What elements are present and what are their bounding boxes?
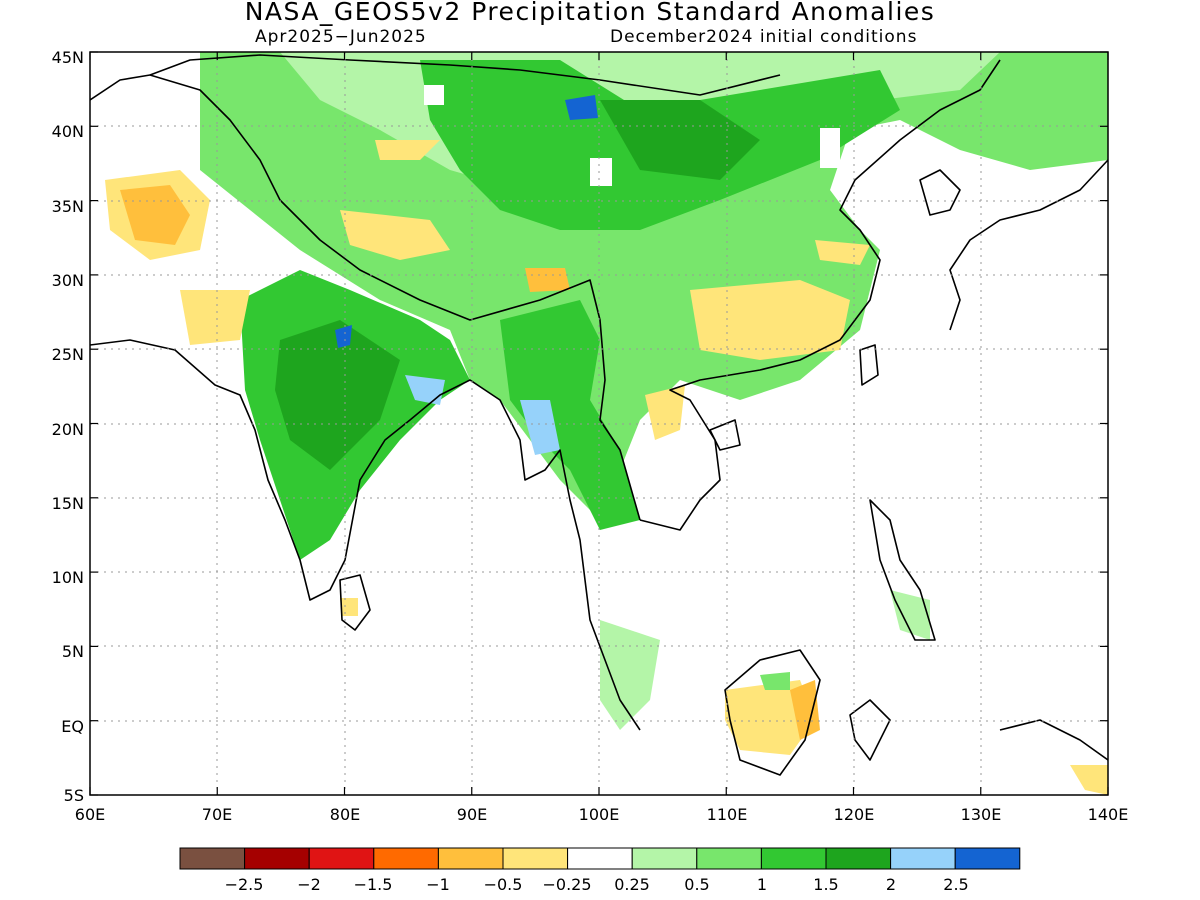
legend-swatch bbox=[373, 847, 439, 870]
lat-label: 20N bbox=[52, 420, 84, 439]
legend-labels: −2.5 −2 −1.5 −1 −0.5 −0.25 0.25 0.5 1 1.… bbox=[225, 875, 969, 894]
lon-label: 130E bbox=[961, 805, 1002, 824]
legend-swatch bbox=[308, 847, 375, 870]
initial-conditions: December2024 initial conditions bbox=[610, 27, 918, 47]
lon-label: 120E bbox=[834, 805, 875, 824]
legend-swatch bbox=[825, 847, 892, 870]
lon-label: 70E bbox=[202, 805, 232, 824]
lon-label: 80E bbox=[330, 805, 360, 824]
legend-label: 1.5 bbox=[813, 875, 838, 894]
legend-label: 2 bbox=[886, 875, 896, 894]
legend-label: −1 bbox=[426, 875, 450, 894]
lon-label: 100E bbox=[579, 805, 620, 824]
legend-label: −2.5 bbox=[225, 875, 264, 894]
legend-label: −0.25 bbox=[542, 875, 591, 894]
legend-label: 0.25 bbox=[614, 875, 650, 894]
legend-label: 0.5 bbox=[684, 875, 709, 894]
lon-label: 90E bbox=[457, 805, 487, 824]
latitude-labels: 45N 40N 35N 30N 25N 20N 15N 10N 5N EQ 5S bbox=[52, 48, 84, 805]
legend-label: 1 bbox=[757, 875, 767, 894]
legend-swatch bbox=[244, 847, 310, 870]
legend-label: −2 bbox=[297, 875, 321, 894]
legend-swatch bbox=[179, 847, 246, 870]
legend-swatch bbox=[502, 847, 569, 870]
gridlines bbox=[90, 52, 1108, 795]
color-legend bbox=[179, 847, 1021, 870]
lat-label: 5N bbox=[62, 642, 84, 661]
lat-label: 45N bbox=[52, 48, 84, 67]
anomaly-field bbox=[105, 52, 1108, 795]
lon-label: 60E bbox=[75, 805, 105, 824]
lat-label: 35N bbox=[52, 197, 84, 216]
lat-label: 10N bbox=[52, 568, 84, 587]
forecast-period: Apr2025−Jun2025 bbox=[255, 27, 427, 47]
legend-swatch bbox=[890, 847, 956, 870]
legend-swatch bbox=[437, 847, 504, 870]
legend-swatch bbox=[954, 847, 1021, 870]
legend-label: −0.5 bbox=[484, 875, 523, 894]
legend-label: 2.5 bbox=[943, 875, 968, 894]
axis-ticks bbox=[89, 51, 1109, 796]
lat-label: 5S bbox=[64, 786, 84, 805]
legend-swatch bbox=[567, 847, 633, 870]
lat-label: EQ bbox=[61, 717, 84, 736]
lon-label: 110E bbox=[707, 805, 748, 824]
legend-swatch bbox=[760, 847, 827, 870]
map-title: NASA_GEOS5v2 Precipitation Standard Anom… bbox=[244, 0, 936, 26]
lat-label: 25N bbox=[52, 345, 84, 364]
lat-label: 15N bbox=[52, 494, 84, 513]
lat-label: 30N bbox=[52, 271, 84, 290]
legend-label: −1.5 bbox=[354, 875, 393, 894]
lat-label: 40N bbox=[52, 122, 84, 141]
longitude-labels: 60E 70E 80E 90E 100E 110E 120E 130E 140E bbox=[75, 805, 1129, 824]
legend-swatch bbox=[696, 847, 762, 870]
lon-label: 140E bbox=[1088, 805, 1129, 824]
legend-swatch bbox=[631, 847, 698, 870]
